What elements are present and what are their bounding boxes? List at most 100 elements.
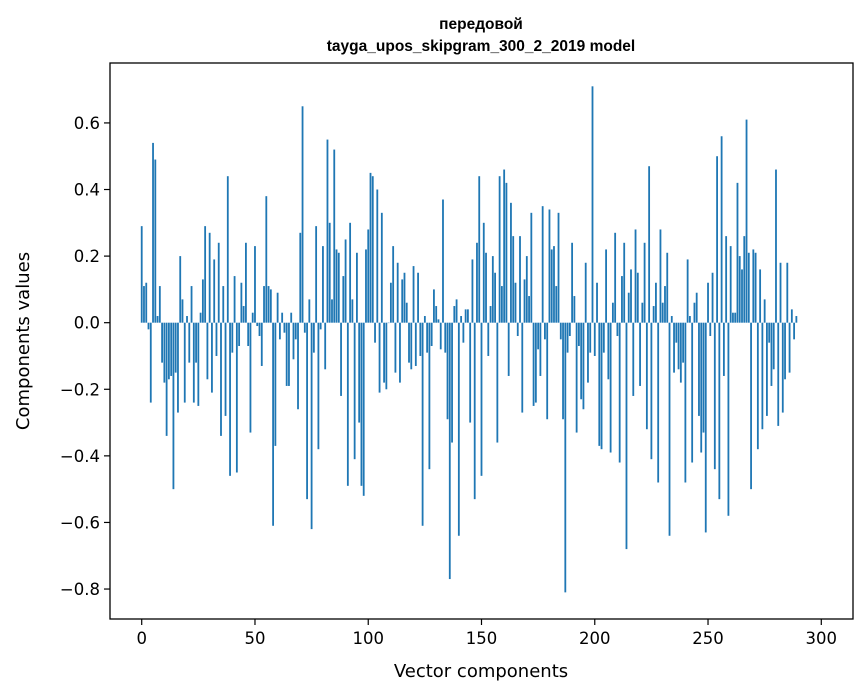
bar-254	[716, 156, 718, 323]
bar-14	[172, 322, 175, 490]
bar-257	[722, 322, 725, 376]
bar-240	[684, 322, 687, 483]
x-tick-label: 0	[136, 629, 147, 648]
bar-283	[781, 322, 784, 413]
bar-35	[220, 322, 222, 436]
bar-212	[621, 276, 623, 323]
bar-287	[790, 309, 793, 323]
bar-163	[510, 202, 512, 323]
bar-36	[222, 286, 225, 323]
bar-45	[242, 306, 245, 323]
bar-280	[775, 169, 777, 323]
bar-79	[319, 322, 322, 330]
bar-42	[235, 322, 238, 473]
bar-289	[795, 316, 798, 323]
bar-83	[328, 222, 331, 323]
bar-115	[401, 279, 404, 323]
bar-11	[165, 322, 168, 436]
bar-47	[247, 322, 250, 346]
bar-263	[736, 182, 739, 323]
bar-162	[507, 322, 510, 376]
bar-3	[147, 322, 150, 330]
bar-255	[718, 322, 721, 500]
y-axis-label: Components values	[13, 252, 34, 430]
bar-232	[666, 252, 669, 323]
y-tick-label: −0.2	[60, 380, 100, 399]
bar-171	[528, 296, 530, 323]
bar-125	[423, 316, 426, 323]
bar-194	[580, 322, 583, 400]
bar-195	[582, 322, 585, 410]
y-axis-ticks: −0.8 −0.6 −0.4 −0.2 0.0 0.2 0.4 0.6	[60, 114, 110, 599]
bar-113	[396, 262, 399, 323]
bar-273	[759, 269, 762, 323]
bar-144	[467, 309, 469, 323]
bar-183	[555, 286, 558, 323]
bar-244	[693, 302, 696, 323]
bar-132	[439, 322, 442, 350]
bar-165	[514, 282, 517, 323]
bar-170	[525, 256, 528, 323]
bar-4	[149, 322, 152, 403]
bar-250	[707, 282, 709, 323]
bar-90	[344, 239, 347, 323]
bar-266	[743, 236, 746, 323]
bar-184	[557, 212, 560, 323]
bar-98	[362, 322, 365, 496]
bar-208	[611, 302, 614, 323]
bar-50	[254, 246, 256, 323]
bar-262	[734, 312, 737, 323]
bar-253	[713, 322, 716, 470]
bar-205	[605, 249, 607, 323]
bar-192	[575, 322, 578, 433]
bar-16	[177, 322, 179, 413]
bar-239	[682, 322, 685, 363]
bar-101	[369, 172, 372, 323]
y-tick-label: 0.4	[74, 181, 100, 200]
bar-96	[358, 322, 361, 423]
x-axis-ticks: 0 50 100 150 200 250 300	[136, 619, 837, 648]
bar-179	[546, 322, 549, 420]
bar-210	[616, 322, 619, 337]
bar-168	[521, 322, 524, 413]
bar-238	[679, 322, 682, 383]
bar-246	[698, 322, 700, 416]
bar-128	[430, 322, 433, 346]
bar-20	[186, 316, 188, 323]
bar-95	[356, 252, 358, 323]
bar-33	[215, 322, 218, 356]
bar-261	[732, 312, 734, 323]
bar-134	[444, 322, 447, 353]
bar-284	[784, 322, 786, 380]
bar-39	[229, 322, 231, 476]
bar-233	[668, 322, 671, 536]
bar-204	[602, 322, 605, 353]
bar-72	[303, 322, 306, 333]
bar-92	[349, 222, 352, 323]
bar-247	[700, 322, 703, 453]
bar-84	[331, 299, 333, 323]
bar-156	[494, 272, 496, 323]
bar-274	[761, 322, 764, 430]
bar-118	[408, 322, 410, 363]
bar-259	[727, 322, 730, 516]
bar-146	[471, 259, 474, 323]
bar-22	[190, 286, 193, 323]
bar-107	[383, 322, 385, 383]
y-tick-label: 0.6	[74, 114, 100, 133]
bar-138	[453, 306, 456, 323]
bar-216	[630, 269, 632, 323]
bar-18	[181, 299, 184, 323]
bar-89	[342, 276, 345, 323]
bar-201	[596, 282, 598, 323]
bar-177	[541, 206, 544, 323]
bar-86	[335, 249, 338, 323]
bar-286	[788, 322, 791, 373]
bar-137	[451, 322, 453, 443]
bar-44	[240, 282, 243, 323]
bar-108	[385, 322, 388, 390]
bar-180	[548, 209, 551, 323]
bar-281	[777, 322, 780, 426]
bar-243	[691, 322, 694, 463]
